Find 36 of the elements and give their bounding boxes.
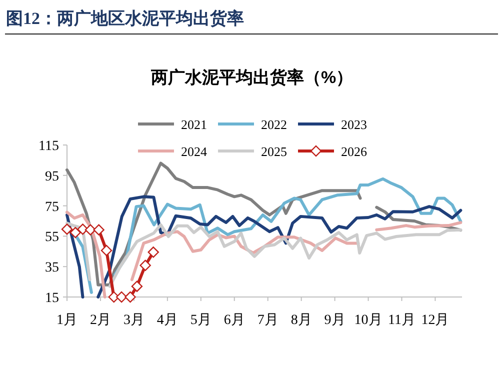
chart-title: 两广水泥平均出货率（%） bbox=[150, 68, 354, 87]
y-tick-label: 15 bbox=[45, 291, 59, 306]
legend-label: 2021 bbox=[181, 117, 207, 132]
x-tick-label: 10月 bbox=[354, 313, 382, 328]
point bbox=[100, 244, 112, 256]
annotation: 图12：两广地区水泥平均出货率 bbox=[6, 9, 244, 28]
x-tick-label: 5月 bbox=[190, 313, 212, 328]
legend-label: 2023 bbox=[341, 117, 367, 132]
x-tick-label: 3月 bbox=[123, 313, 144, 328]
point bbox=[148, 246, 159, 258]
y-tick-label: 75 bbox=[45, 200, 59, 215]
x-tick-label: 4月 bbox=[156, 313, 178, 328]
y-tick-label: 55 bbox=[45, 230, 59, 246]
legend-label: 2022 bbox=[261, 117, 287, 132]
point bbox=[61, 224, 73, 235]
x-tick-label: 6月 bbox=[224, 313, 245, 328]
point bbox=[93, 224, 104, 236]
y-tick-label: 95 bbox=[45, 169, 59, 184]
x-tick-label: 1月 bbox=[56, 313, 78, 328]
x-tick-label: 2月 bbox=[90, 313, 111, 328]
x-tick-label: 7月 bbox=[257, 313, 278, 328]
y-tick-label: 115 bbox=[38, 139, 59, 154]
legend-label: 2024 bbox=[181, 144, 208, 159]
point bbox=[116, 291, 128, 303]
point bbox=[140, 260, 151, 271]
x-tick-label: 11月 bbox=[388, 313, 416, 328]
legend-label: 2026 bbox=[341, 144, 368, 159]
x-tick-label: 8月 bbox=[290, 313, 312, 328]
point bbox=[70, 226, 81, 238]
y-tick-label: 35 bbox=[45, 260, 59, 276]
point bbox=[84, 224, 96, 236]
x-tick-label: 12月 bbox=[421, 313, 450, 328]
point bbox=[124, 291, 136, 303]
x-tick-label: 9月 bbox=[324, 313, 346, 328]
legend-label: 2025 bbox=[261, 144, 287, 159]
point bbox=[131, 280, 143, 292]
